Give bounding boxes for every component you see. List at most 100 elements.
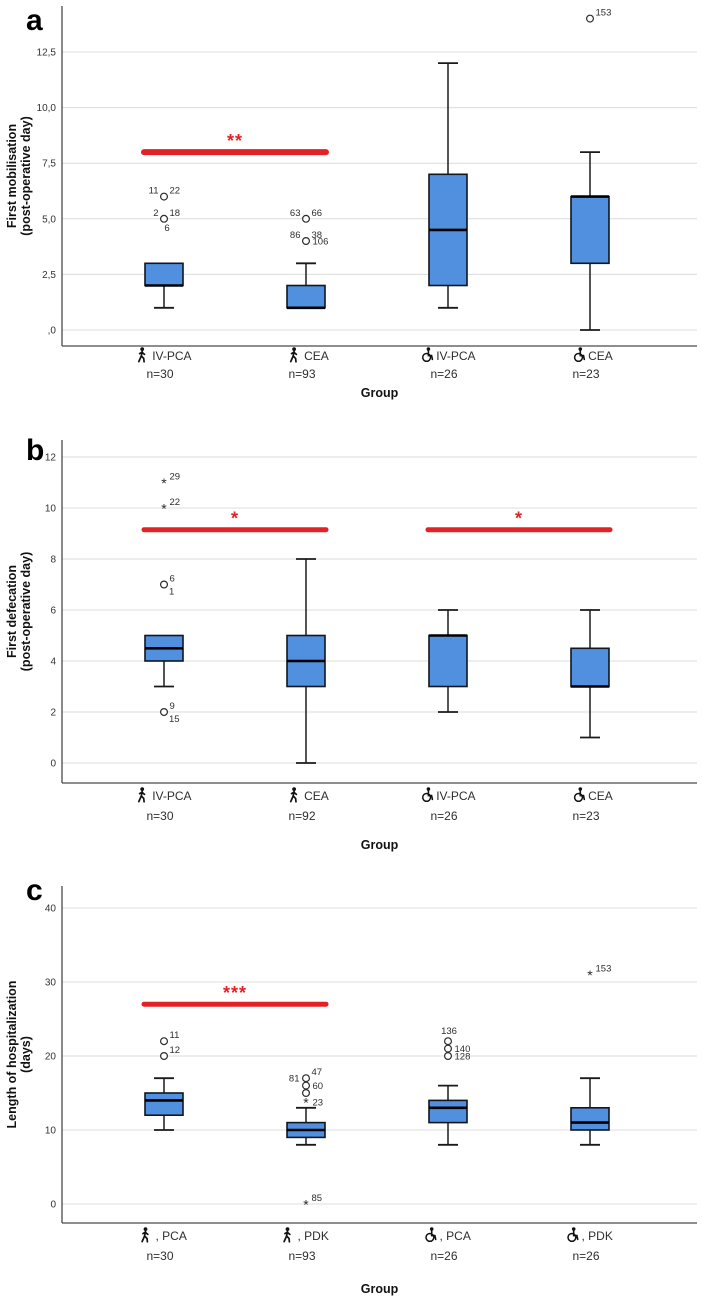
chart-shape (137, 795, 143, 803)
outlier-case-label: 18 (170, 208, 181, 219)
y-tick-label: 10,0 (37, 103, 57, 114)
chart-shape (137, 355, 143, 363)
chart-shape (429, 1227, 434, 1231)
outlier-case-label: 6 (170, 574, 175, 585)
panel-a: a ,0 2,5 5,0 7,5 10,0 12,5 ** 11 22 2 18 6 63 66 86 38 1… (0, 0, 702, 422)
chart-shape (426, 347, 431, 351)
outlier-circle-marker (160, 1052, 169, 1061)
y-axis-title: (post-operative day) (19, 552, 33, 671)
box (428, 634, 468, 688)
chart-shape (567, 1232, 577, 1243)
y-axis-title: First mobilisation (5, 124, 19, 228)
outlier-case-label: 29 (170, 472, 181, 483)
n-label: n=26 (430, 367, 457, 381)
outlier-circle-marker (585, 14, 594, 23)
outlier-circle-marker (302, 1081, 311, 1090)
category-label: CEA (588, 789, 613, 803)
outlier-case-label: 9 (170, 701, 175, 712)
chart-shape (289, 355, 295, 363)
panel-letter-c: c (26, 874, 43, 907)
significance-stars: ** (227, 131, 243, 151)
y-tick-label: 40 (45, 904, 57, 915)
chart-shape (578, 787, 583, 791)
n-label: n=93 (288, 367, 315, 381)
outlier-case-label: 136 (441, 1026, 457, 1037)
box (144, 262, 184, 287)
panel-letter-b: b (26, 434, 45, 467)
category-label: IV-PCA (152, 789, 191, 803)
box (286, 284, 326, 309)
x-axis-title: Group (361, 1282, 399, 1296)
y-tick-label: 8 (50, 555, 56, 566)
outlier-star-marker: * (587, 967, 593, 983)
n-label: n=26 (430, 809, 457, 823)
outlier-circle-marker (160, 192, 169, 201)
chart-shape (421, 352, 432, 363)
outlier-circle-marker (444, 1037, 453, 1046)
outlier-circle-marker (160, 580, 169, 589)
wheelchair-icon (573, 347, 586, 363)
chart-shape (290, 791, 295, 795)
y-tick-label: 30 (45, 978, 57, 989)
category-label: CEA (588, 349, 613, 363)
walking-person-icon (137, 347, 146, 363)
n-label: n=92 (288, 809, 315, 823)
y-tick-label: 12 (45, 453, 57, 464)
chart-shape (283, 1235, 288, 1243)
category-label: , PCA (440, 1229, 471, 1243)
outlier-circle-marker (160, 708, 169, 717)
chart-shape (141, 1235, 146, 1243)
outlier-case-label: 153 (596, 964, 612, 975)
chart-shape (285, 1227, 290, 1231)
chart-shape (425, 1232, 435, 1243)
panel-c: c 0 10 20 30 40 *** 11 12 81 47 60 * 23 * 85 136 140 128 *… (0, 860, 702, 1302)
outlier-circle-marker (302, 237, 311, 246)
y-tick-label: 10 (45, 504, 57, 515)
chart-shape (140, 355, 145, 363)
outlier-case-label: 86 (290, 230, 301, 241)
outlier-case-label: 11 (170, 1030, 180, 1041)
chart-shape (292, 787, 296, 791)
y-tick-label: 0 (50, 759, 56, 770)
walking-person-icon (141, 1227, 149, 1243)
outlier-circle-marker (302, 1089, 311, 1098)
box (428, 1099, 468, 1124)
walking-person-icon (289, 787, 298, 803)
outlier-case-label: 153 (596, 8, 612, 19)
wheelchair-icon (425, 1227, 437, 1243)
category-label: IV-PCA (152, 349, 191, 363)
n-label: n=93 (288, 1249, 315, 1263)
y-tick-label: 12,5 (37, 48, 57, 59)
outlier-case-label: 47 (312, 1067, 323, 1078)
significance-stars: *** (223, 983, 247, 1003)
outlier-case-label: 15 (169, 714, 180, 725)
outlier-case-label: 22 (170, 497, 181, 508)
n-label: n=26 (572, 1249, 599, 1263)
y-tick-label: 10 (45, 1126, 57, 1137)
chart-shape (289, 795, 295, 803)
n-label: n=30 (146, 367, 173, 381)
outlier-star-marker: * (303, 1197, 309, 1213)
y-tick-label: 2,5 (42, 270, 56, 281)
chart-shape (571, 1227, 576, 1231)
wheelchair-icon (567, 1227, 579, 1243)
box (570, 1107, 610, 1131)
chart-shape (138, 791, 143, 795)
y-tick-label: ,0 (48, 326, 57, 337)
walking-person-icon (137, 787, 146, 803)
outlier-star-marker: * (303, 1094, 309, 1110)
outlier-case-label: 1 (169, 587, 174, 598)
chart-shape (285, 1235, 291, 1243)
box (570, 195, 610, 265)
chart-shape (292, 347, 296, 351)
chart-shape (140, 347, 145, 351)
outlier-case-label: 22 (170, 186, 181, 197)
category-label: IV-PCA (436, 349, 475, 363)
outlier-star-marker: * (161, 501, 167, 517)
walking-person-icon (283, 1227, 291, 1243)
category-label: , PCA (156, 1229, 187, 1243)
panel-letter-a: a (26, 4, 43, 37)
wheelchair-icon (573, 787, 586, 803)
